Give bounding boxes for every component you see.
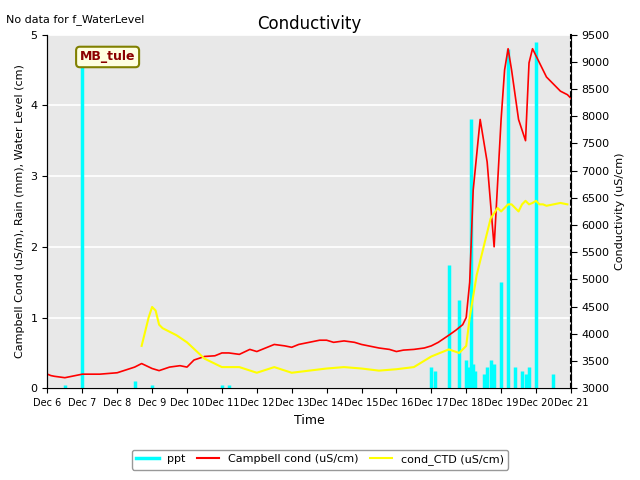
Y-axis label: Conductivity (uS/cm): Conductivity (uS/cm) [615, 153, 625, 270]
X-axis label: Time: Time [294, 414, 324, 427]
Text: MB_tule: MB_tule [80, 50, 135, 63]
Title: Conductivity: Conductivity [257, 15, 361, 33]
Text: No data for f_WaterLevel: No data for f_WaterLevel [6, 14, 145, 25]
Legend: ppt, Campbell cond (uS/cm), cond_CTD (uS/cm): ppt, Campbell cond (uS/cm), cond_CTD (uS… [132, 450, 508, 469]
Y-axis label: Campbell Cond (uS/m), Rain (mm), Water Level (cm): Campbell Cond (uS/m), Rain (mm), Water L… [15, 64, 25, 359]
